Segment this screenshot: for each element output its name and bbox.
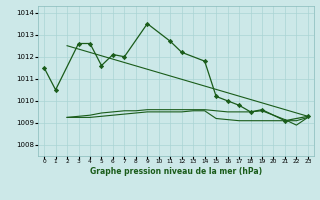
X-axis label: Graphe pression niveau de la mer (hPa): Graphe pression niveau de la mer (hPa) — [90, 167, 262, 176]
